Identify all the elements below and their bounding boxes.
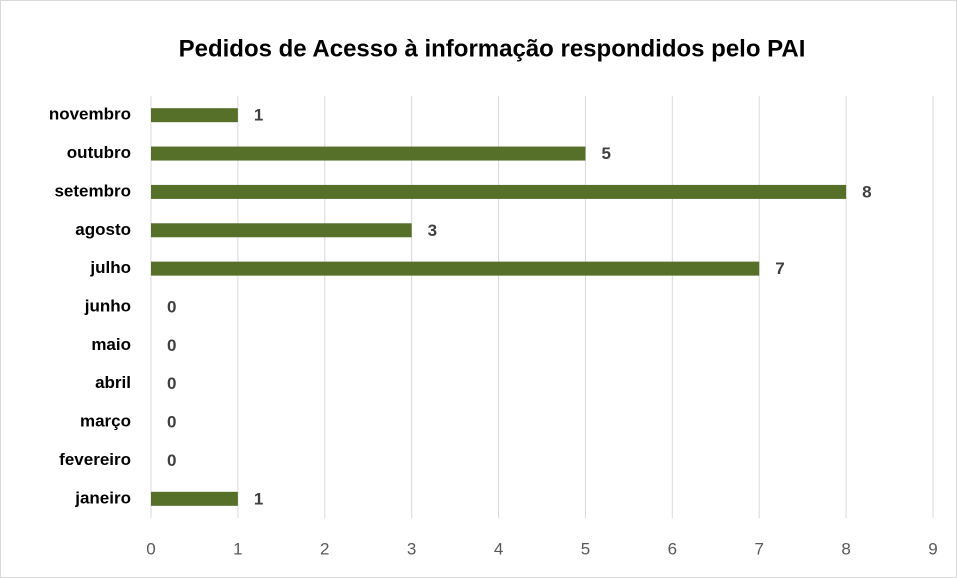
data-label: 3	[428, 221, 437, 240]
data-label: 1	[254, 106, 263, 125]
y-tick-label: março	[80, 412, 131, 431]
x-tick-label: 0	[146, 539, 155, 558]
y-tick-label: setembro	[54, 181, 131, 200]
data-label: 0	[167, 336, 176, 355]
y-tick-label: maio	[91, 335, 131, 354]
data-label: 5	[601, 144, 610, 163]
x-tick-label: 2	[320, 539, 329, 558]
bar	[151, 223, 412, 238]
chart-title: Pedidos de Acesso à informação respondid…	[179, 35, 806, 62]
x-tick-label: 4	[494, 539, 503, 558]
x-tick-label: 7	[754, 539, 763, 558]
bar	[151, 184, 847, 199]
y-tick-label: junho	[84, 296, 131, 315]
data-label: 0	[167, 374, 176, 393]
data-label: 0	[167, 297, 176, 316]
x-tick-label: 5	[581, 539, 590, 558]
y-tick-label: julho	[89, 258, 131, 277]
bar	[151, 108, 238, 123]
x-tick-label: 1	[233, 539, 242, 558]
y-tick-label: janeiro	[74, 488, 131, 507]
data-label: 8	[862, 182, 871, 201]
bar	[151, 146, 586, 161]
data-label: 1	[254, 489, 263, 508]
data-label: 0	[167, 451, 176, 470]
y-tick-label: abril	[95, 373, 131, 392]
x-tick-label: 8	[841, 539, 850, 558]
y-tick-label: outubro	[67, 143, 131, 162]
x-tick-label: 3	[407, 539, 416, 558]
data-label: 7	[775, 259, 784, 278]
bar	[151, 261, 760, 276]
y-tick-label: agosto	[75, 220, 131, 239]
y-tick-label: fevereiro	[59, 450, 131, 469]
x-tick-label: 6	[668, 539, 677, 558]
bar	[151, 491, 238, 506]
y-tick-label: novembro	[49, 105, 131, 124]
x-tick-label: 9	[928, 539, 937, 558]
data-label: 0	[167, 413, 176, 432]
